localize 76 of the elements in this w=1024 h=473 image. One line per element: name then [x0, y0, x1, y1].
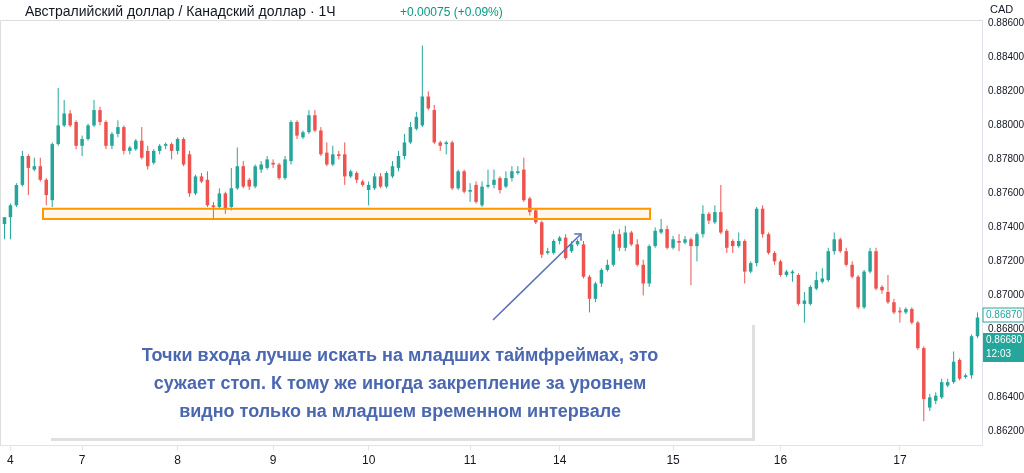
- candlestick: [80, 135, 84, 157]
- candlestick: [665, 225, 669, 250]
- candlestick: [92, 99, 96, 128]
- y-tick-label: 0.87800: [988, 153, 1024, 165]
- x-tick-label: 11: [463, 452, 477, 467]
- x-tick-label: 10: [361, 452, 376, 467]
- y-tick-label: 0.86800: [988, 323, 1024, 335]
- y-tick-label: 0.88400: [988, 51, 1024, 63]
- candlestick: [689, 237, 693, 286]
- y-tick-label: 0.86200: [988, 425, 1024, 437]
- candlestick: [886, 274, 890, 305]
- candlestick: [313, 109, 317, 133]
- candlestick: [307, 109, 311, 135]
- candlestick: [468, 182, 472, 203]
- x-tick-label: 8: [174, 452, 182, 467]
- candlestick: [474, 181, 478, 205]
- candlestick: [98, 106, 102, 126]
- candlestick: [814, 271, 819, 291]
- text: 0.86680: [986, 334, 1023, 345]
- candlestick: [283, 155, 287, 181]
- candlestick: [677, 233, 681, 252]
- text: 12:03: [986, 348, 1012, 359]
- candlestick: [253, 164, 257, 189]
- x-tick-label: 7: [78, 452, 86, 467]
- candlestick: [868, 247, 872, 274]
- candlestick: [844, 247, 848, 267]
- candlestick: [319, 126, 323, 157]
- candlestick: [295, 119, 299, 140]
- candlestick: [140, 126, 144, 160]
- candlestick: [904, 306, 908, 315]
- candlestick: [659, 218, 663, 235]
- chart-title: Австралийский доллар / Канадский доллар · 1Ч: [25, 3, 336, 19]
- x-tick-label: 17: [893, 452, 907, 467]
- candlestick: [456, 169, 460, 191]
- candlestick: [122, 124, 126, 155]
- candlestick: [713, 204, 717, 225]
- y-tick-label: 0.86400: [988, 391, 1024, 403]
- y-tick-label: 0.88200: [988, 85, 1024, 97]
- chart-subtitle: +0.00075 (+0.09%): [400, 5, 503, 19]
- candlestick: [331, 145, 335, 167]
- candlestick: [325, 141, 329, 167]
- candlestick: [271, 158, 275, 169]
- candlestick: [510, 165, 514, 182]
- x-tick-label: 15: [666, 452, 681, 467]
- candlestick: [725, 228, 729, 254]
- candlestick: [719, 184, 723, 235]
- y-tick-label: 0.88000: [988, 119, 1024, 131]
- candlestick: [653, 226, 657, 249]
- text: 0.86870: [986, 309, 1023, 320]
- candlestick: [641, 259, 645, 296]
- x-tick-label: 4: [7, 452, 15, 467]
- x-tick-label: 14: [552, 452, 567, 467]
- candlestick: [480, 181, 484, 208]
- candlestick: [462, 169, 466, 194]
- x-tick-label: 9: [269, 452, 277, 467]
- text: CAD: [990, 3, 1014, 15]
- y-tick-label: 0.87600: [988, 187, 1024, 199]
- candlestick: [116, 119, 120, 138]
- x-tick-label: 16: [773, 452, 788, 467]
- y-tick-label: 0.87200: [988, 255, 1024, 267]
- candlestick: [62, 99, 66, 128]
- candlestick: [74, 119, 78, 150]
- candlestick: [701, 204, 705, 239]
- candlestick: [528, 196, 532, 216]
- candlestick: [695, 232, 699, 262]
- candlestick: [516, 165, 520, 176]
- candlestick: [486, 169, 490, 189]
- y-tick-label: 0.87400: [988, 221, 1024, 233]
- candlestick: [56, 87, 60, 147]
- y-tick-label: 0.88600: [988, 17, 1024, 29]
- annotation: Точки входа лучше искать на младших таймфреймах, это сужает стоп. К тому же иногда закрепление за уровнем видно только на младшем временном интервале: [141, 345, 659, 421]
- candlestick: [104, 119, 108, 150]
- candlestick: [880, 284, 884, 295]
- candlestick: [492, 169, 496, 189]
- y-tick-label: 0.87000: [988, 289, 1024, 301]
- candlestick: [504, 170, 508, 189]
